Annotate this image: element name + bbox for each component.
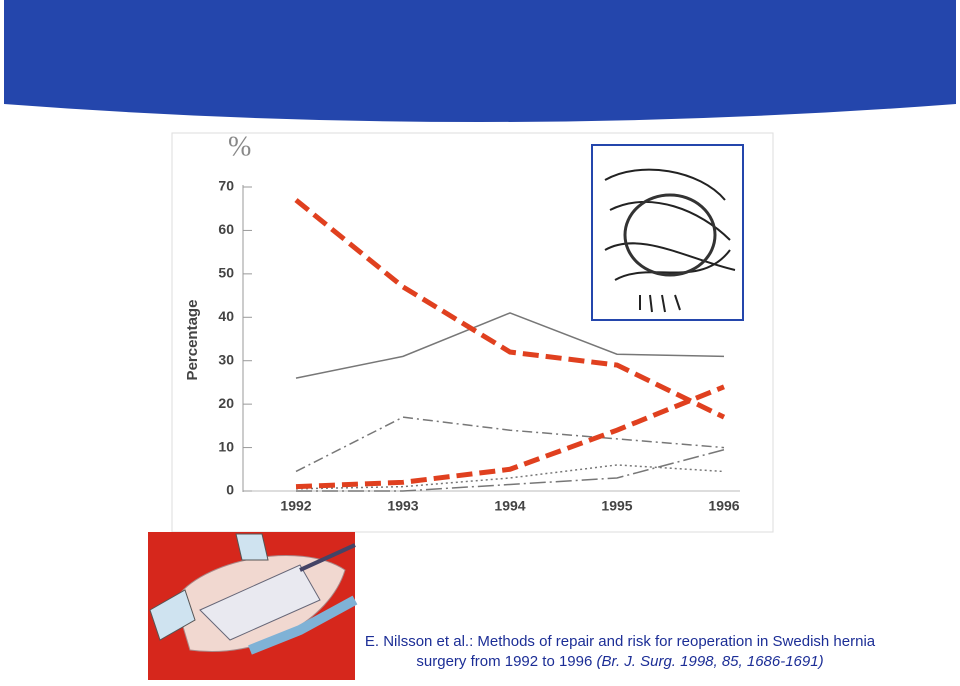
y-tick-label: 50 bbox=[218, 265, 234, 281]
y-tick-label: 10 bbox=[218, 438, 234, 454]
data-line bbox=[294, 198, 726, 420]
caption-line: E. Nilsson et al.: Methods of repair and… bbox=[364, 633, 876, 650]
caption-text: surgery from 1992 to 1996 bbox=[416, 653, 593, 670]
caption-line: surgery from 1992 to 1996 (Br. J. Surg. … bbox=[300, 653, 940, 670]
x-tick-label: 1993 bbox=[387, 498, 418, 514]
data-line bbox=[295, 384, 725, 490]
x-tick-label: 1992 bbox=[280, 498, 311, 514]
data-line bbox=[296, 449, 725, 492]
y-tick-label: 70 bbox=[218, 178, 234, 194]
x-tick-label: 1994 bbox=[494, 498, 525, 514]
y-tick-label: 40 bbox=[218, 308, 234, 324]
y-axis-label: Percentage bbox=[184, 300, 201, 381]
y-tick-label: 20 bbox=[218, 395, 234, 411]
illustration-top bbox=[591, 144, 744, 321]
y-tick-label: 0 bbox=[226, 482, 234, 498]
y-tick-label: 60 bbox=[218, 221, 234, 237]
header-banner bbox=[4, 0, 956, 122]
illustration-bottom bbox=[148, 532, 358, 680]
y-tick-label: 30 bbox=[218, 351, 234, 367]
x-tick-label: 1996 bbox=[708, 498, 739, 514]
data-line bbox=[295, 416, 725, 473]
unit-label: % bbox=[228, 131, 251, 162]
data-line bbox=[295, 464, 725, 490]
data-line bbox=[295, 312, 725, 379]
x-tick-label: 1995 bbox=[601, 498, 632, 514]
caption-source: (Br. J. Surg. 1998, 85, 1686-1691) bbox=[596, 653, 824, 670]
